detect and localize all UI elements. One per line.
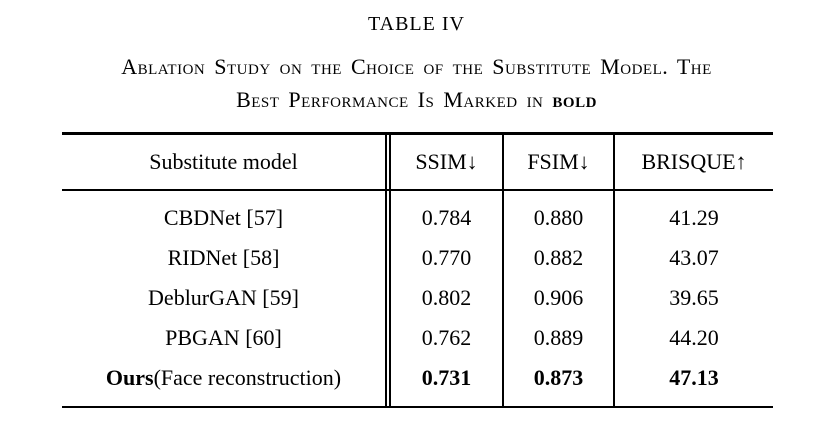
ssim-cell: 0.802 — [421, 285, 472, 310]
caption-line-1: Ablation Study on the Choice of the Subs… — [121, 54, 712, 79]
brisque-cell: 41.29 — [669, 205, 719, 230]
ssim-cell: 0.762 — [421, 325, 472, 350]
caption-line-2-bold: bold — [552, 87, 597, 112]
model-cell: PBGAN [60] — [165, 325, 282, 350]
fsim-cell: 0.906 — [533, 285, 584, 310]
ssim-cell: 0.784 — [421, 205, 472, 230]
model-cell: CBDNet [57] — [163, 205, 284, 230]
model-cell-ours: Ours (Face reconstruction) — [62, 358, 385, 398]
header-fsim: FSIM↓ — [502, 135, 613, 189]
header-substitute-model: Substitute model — [149, 149, 298, 174]
model-cell: DeblurGAN [59] — [148, 285, 299, 310]
ssim-cell: 0.770 — [421, 245, 472, 270]
ours-method-label: (Face reconstruction) — [153, 365, 342, 390]
fsim-cell: 0.889 — [533, 325, 584, 350]
fsim-column: 0.880 0.882 0.906 0.889 0.873 — [502, 191, 613, 406]
caption-line-2-text: Best Performance Is Marked in — [236, 87, 553, 112]
header-separator-rule — [62, 189, 773, 191]
ssim-column: 0.784 0.770 0.802 0.762 0.731 — [385, 191, 502, 406]
model-column: CBDNet [57] RIDNet [58] DeblurGAN [59] P… — [62, 191, 385, 406]
header-brisque: BRISQUE↑ — [613, 135, 773, 189]
table-top-rule — [62, 132, 773, 135]
table-body: CBDNet [57] RIDNet [58] DeblurGAN [59] P… — [62, 191, 773, 406]
ablation-table: Substitute model SSIM↓ FSIM↓ BRISQUE↑ CB… — [62, 132, 773, 408]
fsim-cell: 0.882 — [533, 245, 584, 270]
ssim-cell-best: 0.731 — [421, 365, 472, 390]
ours-label: Ours — [105, 365, 154, 390]
fsim-cell-best: 0.873 — [533, 365, 584, 390]
table-caption: Ablation Study on the Choice of the Subs… — [0, 50, 833, 116]
header-ssim: SSIM↓ — [385, 135, 502, 189]
model-cell: RIDNet [58] — [167, 245, 280, 270]
caption-line-2: Best Performance Is Marked in bold — [0, 83, 833, 116]
table-header-row: Substitute model SSIM↓ FSIM↓ BRISQUE↑ — [62, 135, 773, 189]
brisque-column: 41.29 43.07 39.65 44.20 47.13 — [613, 191, 773, 406]
fsim-cell: 0.880 — [533, 205, 584, 230]
table-bottom-rule — [62, 406, 773, 408]
brisque-cell: 43.07 — [669, 245, 719, 270]
brisque-cell: 39.65 — [669, 285, 719, 310]
brisque-cell: 44.20 — [669, 325, 719, 350]
brisque-cell-best: 47.13 — [669, 365, 719, 390]
table-number-title: TABLE IV — [368, 13, 465, 35]
